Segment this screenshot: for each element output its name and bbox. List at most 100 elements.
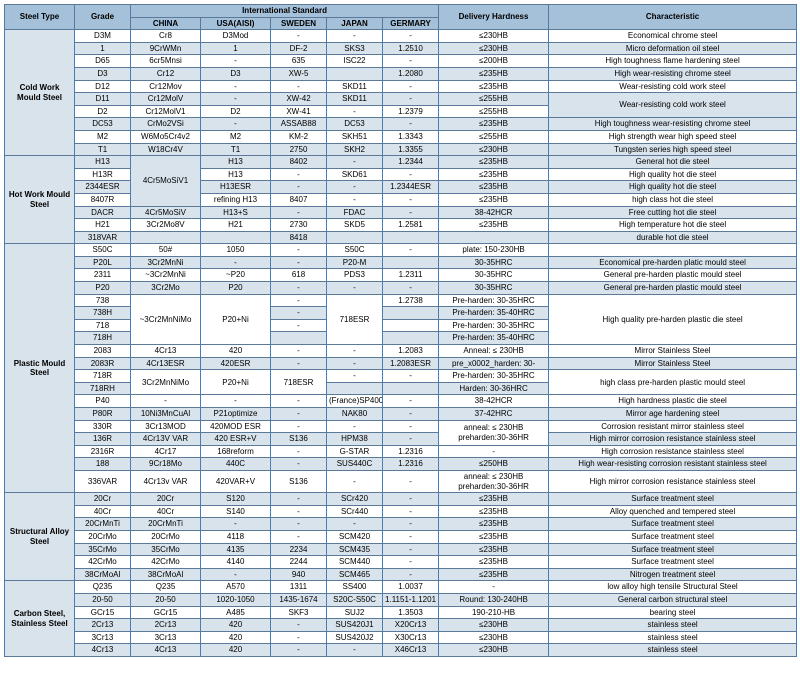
cell: -: [327, 181, 383, 194]
steel-table: Steel Type Grade International Standard …: [4, 4, 797, 657]
cell: 20-50: [131, 593, 201, 606]
cell: Pre-harden: 35-40HRC: [439, 332, 549, 345]
cell: [383, 382, 439, 395]
cell: -: [271, 530, 327, 543]
cell: -: [383, 518, 439, 531]
cell: -: [271, 493, 327, 506]
cell: CrMo2VSi: [131, 118, 201, 131]
cell: W6Mo5Cr4v2: [131, 130, 201, 143]
cell: -: [383, 493, 439, 506]
cell: 8407: [271, 193, 327, 206]
cell: 42CrMo: [75, 556, 131, 569]
cell: Q235: [75, 581, 131, 594]
table-row: 35CrMo35CrMo41352234SCM435-≤235HBSurface…: [5, 543, 797, 556]
cell: S140: [201, 505, 271, 518]
cell: -: [327, 345, 383, 358]
cell: 35CrMo: [131, 543, 201, 556]
cell: 20Cr: [131, 493, 201, 506]
cell: S50C: [327, 244, 383, 257]
steel-type-cell: Hot Work Mould Steel: [5, 156, 75, 244]
cell: -: [383, 118, 439, 131]
cell: 1.3343: [383, 130, 439, 143]
cell: XW-42: [271, 93, 327, 106]
cell: -: [327, 420, 383, 433]
cell: -: [383, 30, 439, 43]
cell: ≤230HB: [439, 644, 549, 657]
cell: High hardness plastic die steel: [549, 395, 797, 408]
table-row: 1889Cr18Mo440C-SUS440C1.2316≤250HBHigh w…: [5, 458, 797, 471]
cell: 1.2510: [383, 42, 439, 55]
h-china: CHINA: [131, 17, 201, 30]
cell: pre_x0002_harden: 30-: [439, 357, 549, 370]
cell: S136: [271, 433, 327, 446]
cell: ≤235HB: [439, 181, 549, 194]
cell: 718ESR: [271, 370, 327, 395]
cell: High quality pre-harden plastic die stee…: [549, 294, 797, 344]
cell: 1435-1674: [271, 593, 327, 606]
cell: Economical pre-harden platic mould steel: [549, 256, 797, 269]
table-row: GCr15GCr15A485SKF3SUJ21.3503190-210-HBbe…: [5, 606, 797, 619]
cell: ≤250HB: [439, 458, 549, 471]
cell: -: [327, 105, 383, 118]
cell: -: [271, 395, 327, 408]
cell: [383, 256, 439, 269]
cell: 30-35HRC: [439, 282, 549, 295]
cell: D2: [201, 105, 271, 118]
cell: Cr8: [131, 30, 201, 43]
cell: A485: [201, 606, 271, 619]
cell: 6cr5Mnsi: [131, 55, 201, 68]
cell: stainless steel: [549, 631, 797, 644]
cell: S120: [201, 493, 271, 506]
cell: H21: [201, 219, 271, 232]
cell: 1.2581: [383, 219, 439, 232]
cell: -: [327, 470, 383, 492]
cell: Cr12: [131, 67, 201, 80]
cell: [383, 231, 439, 244]
cell: 8407R: [75, 193, 131, 206]
cell: -: [439, 445, 549, 458]
cell: Wear-resisting cold work steel: [549, 80, 797, 93]
cell: -: [271, 244, 327, 257]
cell: -: [327, 30, 383, 43]
table-row: 2Cr132Cr13420-SUS420J1X20Cr13≤230HBstain…: [5, 619, 797, 632]
cell: ≤235HB: [439, 530, 549, 543]
cell: 3Cr2MnNiMo: [131, 370, 201, 395]
cell: -: [383, 420, 439, 433]
cell: 38CrMoAl: [131, 568, 201, 581]
cell: P20+Ni: [201, 370, 271, 395]
cell: X46Cr13: [383, 644, 439, 657]
cell: 1.1151-1.1201: [383, 593, 439, 606]
cell: 1.2083ESR: [383, 357, 439, 370]
cell: General pre-harden plastic mould steel: [549, 269, 797, 282]
cell: P20-M: [327, 256, 383, 269]
cell: 4140: [201, 556, 271, 569]
cell: Surface treatment steel: [549, 518, 797, 531]
cell: Corrosion resistant mirror stainless ste…: [549, 420, 797, 433]
cell: P20: [201, 282, 271, 295]
table-row: 20-5020-501020-10501435-1674S20C-S50C1.1…: [5, 593, 797, 606]
cell: D12: [75, 80, 131, 93]
cell: 4Cr13v VAR: [131, 470, 201, 492]
cell: -: [201, 518, 271, 531]
cell: 38-42HCR: [439, 395, 549, 408]
cell: SKD61: [327, 168, 383, 181]
cell: SCM420: [327, 530, 383, 543]
h-intl: International Standard: [131, 5, 439, 18]
cell: P20: [75, 282, 131, 295]
cell: H13: [75, 156, 131, 169]
table-row: 3Cr133Cr13420-SUS420J2X30Cr13≤230HBstain…: [5, 631, 797, 644]
cell: SKD11: [327, 80, 383, 93]
cell: 738: [75, 294, 131, 307]
cell: 1.3355: [383, 143, 439, 156]
cell: -: [383, 93, 439, 106]
cell: SUS420J2: [327, 631, 383, 644]
cell: refining H13: [201, 193, 271, 206]
cell: -: [327, 370, 383, 383]
cell: -: [327, 357, 383, 370]
h-grade: Grade: [75, 5, 131, 30]
cell: -: [271, 505, 327, 518]
cell: -: [383, 470, 439, 492]
cell: SKD5: [327, 219, 383, 232]
cell: bearing steel: [549, 606, 797, 619]
cell: -: [201, 55, 271, 68]
